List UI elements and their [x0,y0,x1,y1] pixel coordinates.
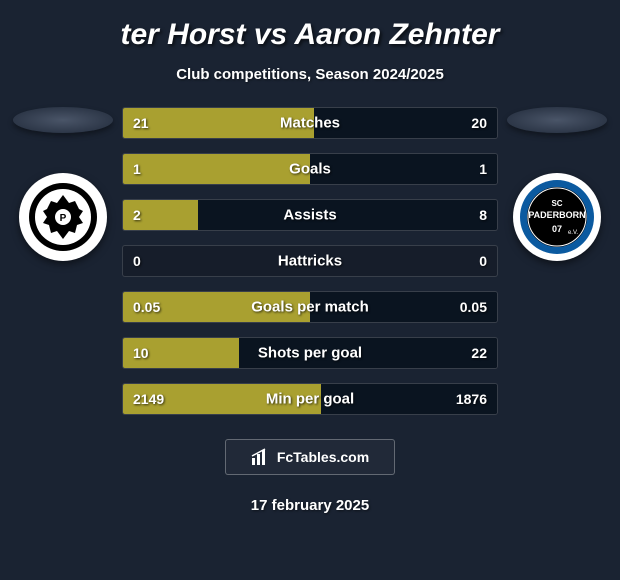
stat-label: Hattricks [278,253,342,270]
right-team-badge: SC PADERBORN 07 e.V. [513,173,601,261]
stat-label: Goals [289,161,331,178]
stat-value-left: 10 [133,345,149,361]
stats-bars: 21 20 Matches 1 1 Goals 2 8 Assists 0 0 Hattricks 0.… [118,107,502,415]
stat-label: Assists [283,207,336,224]
stat-bar: 2149 1876 Min per goal [122,383,498,415]
stat-bar-right-fill [310,154,497,184]
stat-label: Shots per goal [258,345,362,362]
svg-text:07: 07 [552,224,562,234]
stat-value-right: 1876 [456,391,487,407]
svg-text:P: P [60,213,67,224]
svg-text:e.V.: e.V. [568,230,578,236]
left-team-column: P [8,107,118,261]
paderborn-crest-icon: SC PADERBORN 07 e.V. [518,178,596,256]
bar-chart-icon [251,448,271,466]
stat-bar: 21 20 Matches [122,107,498,139]
right-ellipse-decor [507,107,607,133]
stat-value-left: 0 [133,253,141,269]
stat-bar: 10 22 Shots per goal [122,337,498,369]
svg-text:SC: SC [551,199,562,208]
stat-bar: 1 1 Goals [122,153,498,185]
stat-label: Matches [280,115,340,132]
stat-value-right: 0.05 [460,299,487,315]
page-title: ter Horst vs Aaron Zehnter [0,18,620,52]
stat-value-right: 1 [479,161,487,177]
stat-value-left: 2149 [133,391,164,407]
stat-value-left: 1 [133,161,141,177]
stat-value-right: 0 [479,253,487,269]
stat-value-left: 21 [133,115,149,131]
left-ellipse-decor [13,107,113,133]
left-team-badge: P [19,173,107,261]
stat-bar-left-fill [123,154,310,184]
svg-text:PADERBORN: PADERBORN [528,210,585,220]
page-subtitle: Club competitions, Season 2024/2025 [0,66,620,83]
page-container: ter Horst vs Aaron Zehnter Club competit… [0,0,620,580]
stat-bar: 0 0 Hattricks [122,245,498,277]
brand-footer[interactable]: FcTables.com [225,439,395,475]
stat-value-right: 20 [471,115,487,131]
stat-bar-right-fill [314,108,497,138]
stat-value-left: 2 [133,207,141,223]
eagle-crest-icon: P [27,181,99,253]
footer-date: 17 february 2025 [0,497,620,514]
stat-value-left: 0.05 [133,299,160,315]
comparison-row: P 21 20 Matches 1 1 Goals 2 8 Assists 0 0 Hattricks… [0,107,620,415]
stat-value-right: 22 [471,345,487,361]
stat-label: Goals per match [251,299,369,316]
stat-bar: 2 8 Assists [122,199,498,231]
stat-value-right: 8 [479,207,487,223]
stat-bar: 0.05 0.05 Goals per match [122,291,498,323]
stat-bar-right-fill [198,200,497,230]
right-team-column: SC PADERBORN 07 e.V. [502,107,612,261]
brand-text: FcTables.com [277,449,369,465]
stat-label: Min per goal [266,391,354,408]
